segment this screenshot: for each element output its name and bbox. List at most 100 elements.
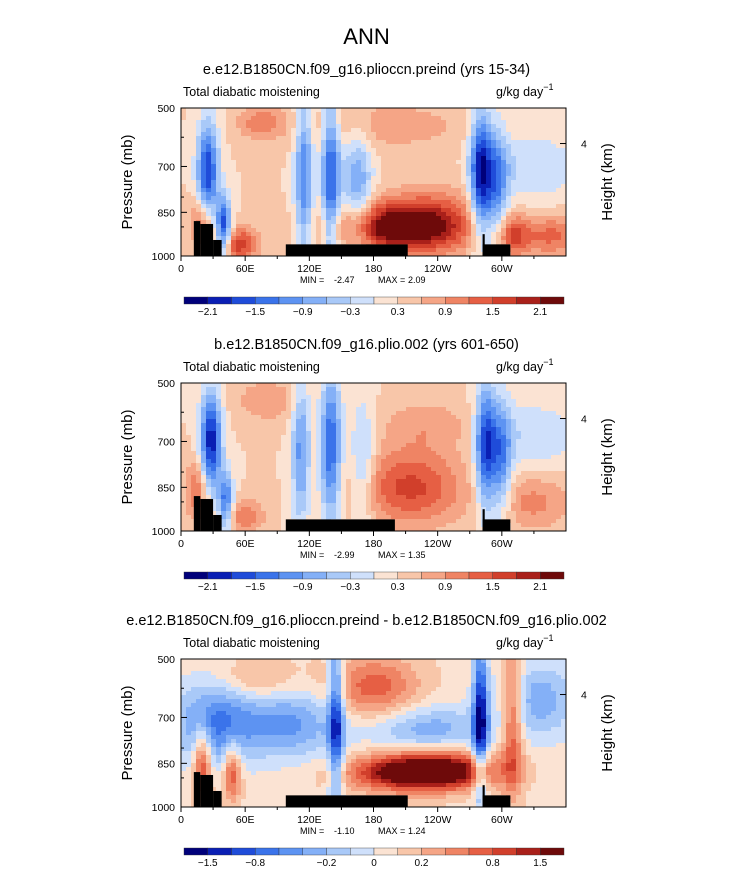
colorbar-box bbox=[207, 296, 232, 305]
heatmap-cell bbox=[356, 156, 362, 161]
heatmap-cell bbox=[526, 148, 532, 153]
heatmap-cell bbox=[396, 415, 402, 420]
heatmap-cell bbox=[276, 463, 282, 468]
heatmap-cell bbox=[451, 447, 457, 452]
heatmap-cell bbox=[381, 192, 387, 197]
heatmap-cell bbox=[396, 140, 402, 145]
heatmap-cell bbox=[511, 212, 517, 217]
heatmap-cell bbox=[226, 204, 232, 209]
heatmap-cell bbox=[491, 483, 497, 488]
heatmap-cell bbox=[506, 435, 512, 440]
heatmap-cell bbox=[276, 395, 282, 400]
heatmap-cell bbox=[266, 467, 272, 472]
heatmap-cell bbox=[441, 467, 447, 472]
heatmap-cell bbox=[466, 236, 472, 241]
heatmap-cell bbox=[331, 439, 337, 444]
heatmap-cell bbox=[221, 136, 227, 141]
heatmap-cell bbox=[461, 252, 467, 257]
heatmap-cell bbox=[456, 399, 462, 404]
heatmap-cell bbox=[461, 180, 467, 185]
heatmap-cell bbox=[411, 399, 417, 404]
heatmap-cell bbox=[551, 407, 557, 412]
heatmap-cell bbox=[201, 136, 207, 141]
heatmap-cell bbox=[321, 188, 327, 193]
heatmap-cell bbox=[306, 172, 312, 177]
heatmap-cell bbox=[446, 148, 452, 153]
heatmap-cell bbox=[306, 455, 312, 460]
heatmap-cell bbox=[491, 200, 497, 205]
heatmap-cell bbox=[201, 431, 207, 436]
heatmap-cell bbox=[246, 463, 252, 468]
heatmap-cell bbox=[346, 487, 352, 492]
heatmap-cell bbox=[466, 116, 472, 121]
heatmap-cell bbox=[181, 447, 187, 452]
heatmap-cell bbox=[376, 128, 382, 133]
heatmap-cell bbox=[391, 224, 397, 229]
heatmap-cell bbox=[266, 383, 272, 388]
heatmap-cell bbox=[561, 112, 567, 117]
heatmap-cell bbox=[446, 411, 452, 416]
heatmap-cell bbox=[416, 120, 422, 125]
heatmap-cell bbox=[321, 487, 327, 492]
heatmap-cell bbox=[396, 419, 402, 424]
heatmap-cell bbox=[521, 144, 527, 149]
heatmap-cell bbox=[511, 180, 517, 185]
heatmap-cell bbox=[206, 463, 212, 468]
heatmap-cell bbox=[206, 455, 212, 460]
heatmap-cell bbox=[306, 443, 312, 448]
heatmap-cell bbox=[341, 407, 347, 412]
heatmap-cell bbox=[516, 172, 522, 177]
heatmap-cell bbox=[421, 156, 427, 161]
heatmap-cell bbox=[306, 184, 312, 189]
colorbar-box bbox=[397, 296, 422, 305]
heatmap-cell bbox=[506, 216, 512, 221]
heatmap-cell bbox=[226, 383, 232, 388]
heatmap-cell bbox=[181, 140, 187, 145]
heatmap-cell bbox=[231, 192, 237, 197]
heatmap-cell bbox=[386, 148, 392, 153]
heatmap-cell bbox=[511, 459, 517, 464]
heatmap-cell bbox=[431, 160, 437, 165]
heatmap-cell bbox=[276, 387, 282, 392]
heatmap-cell bbox=[356, 419, 362, 424]
heatmap-cell bbox=[206, 192, 212, 197]
heatmap-cell bbox=[516, 208, 522, 213]
heatmap-cell bbox=[421, 467, 427, 472]
heatmap-cell bbox=[561, 387, 567, 392]
heatmap-cell bbox=[346, 120, 352, 125]
heatmap-cell bbox=[496, 204, 502, 209]
heatmap-cell bbox=[316, 108, 322, 113]
heatmap-cell bbox=[221, 196, 227, 201]
heatmap-cell bbox=[226, 439, 232, 444]
heatmap-cell bbox=[431, 188, 437, 193]
heatmap-cell bbox=[191, 224, 197, 229]
heatmap-cell bbox=[346, 411, 352, 416]
heatmap-cell bbox=[196, 447, 202, 452]
heatmap-cell bbox=[496, 124, 502, 129]
heatmap-cell bbox=[201, 176, 207, 181]
heatmap-cell bbox=[326, 403, 332, 408]
heatmap-cell bbox=[411, 216, 417, 221]
heatmap-cell bbox=[506, 220, 512, 225]
heatmap-cell bbox=[511, 176, 517, 181]
heatmap-cell bbox=[431, 220, 437, 225]
heatmap-cell bbox=[356, 435, 362, 440]
heatmap-cell bbox=[346, 136, 352, 141]
heatmap-cell bbox=[476, 112, 482, 117]
heatmap-cell bbox=[556, 244, 562, 249]
heatmap-cell bbox=[291, 399, 297, 404]
heatmap-cell bbox=[561, 391, 567, 396]
heatmap-cell bbox=[391, 483, 397, 488]
heatmap-cell bbox=[551, 395, 557, 400]
heatmap-cell bbox=[381, 216, 387, 221]
heatmap-cell bbox=[296, 415, 302, 420]
heatmap-cell bbox=[341, 192, 347, 197]
heatmap-cell bbox=[476, 240, 482, 245]
heatmap-cell bbox=[326, 188, 332, 193]
heatmap-cell bbox=[216, 423, 222, 428]
heatmap-cell bbox=[381, 399, 387, 404]
heatmap-cell bbox=[476, 228, 482, 233]
heatmap-cell bbox=[456, 192, 462, 197]
heatmap-cell bbox=[231, 148, 237, 153]
heatmap-cell bbox=[186, 423, 192, 428]
